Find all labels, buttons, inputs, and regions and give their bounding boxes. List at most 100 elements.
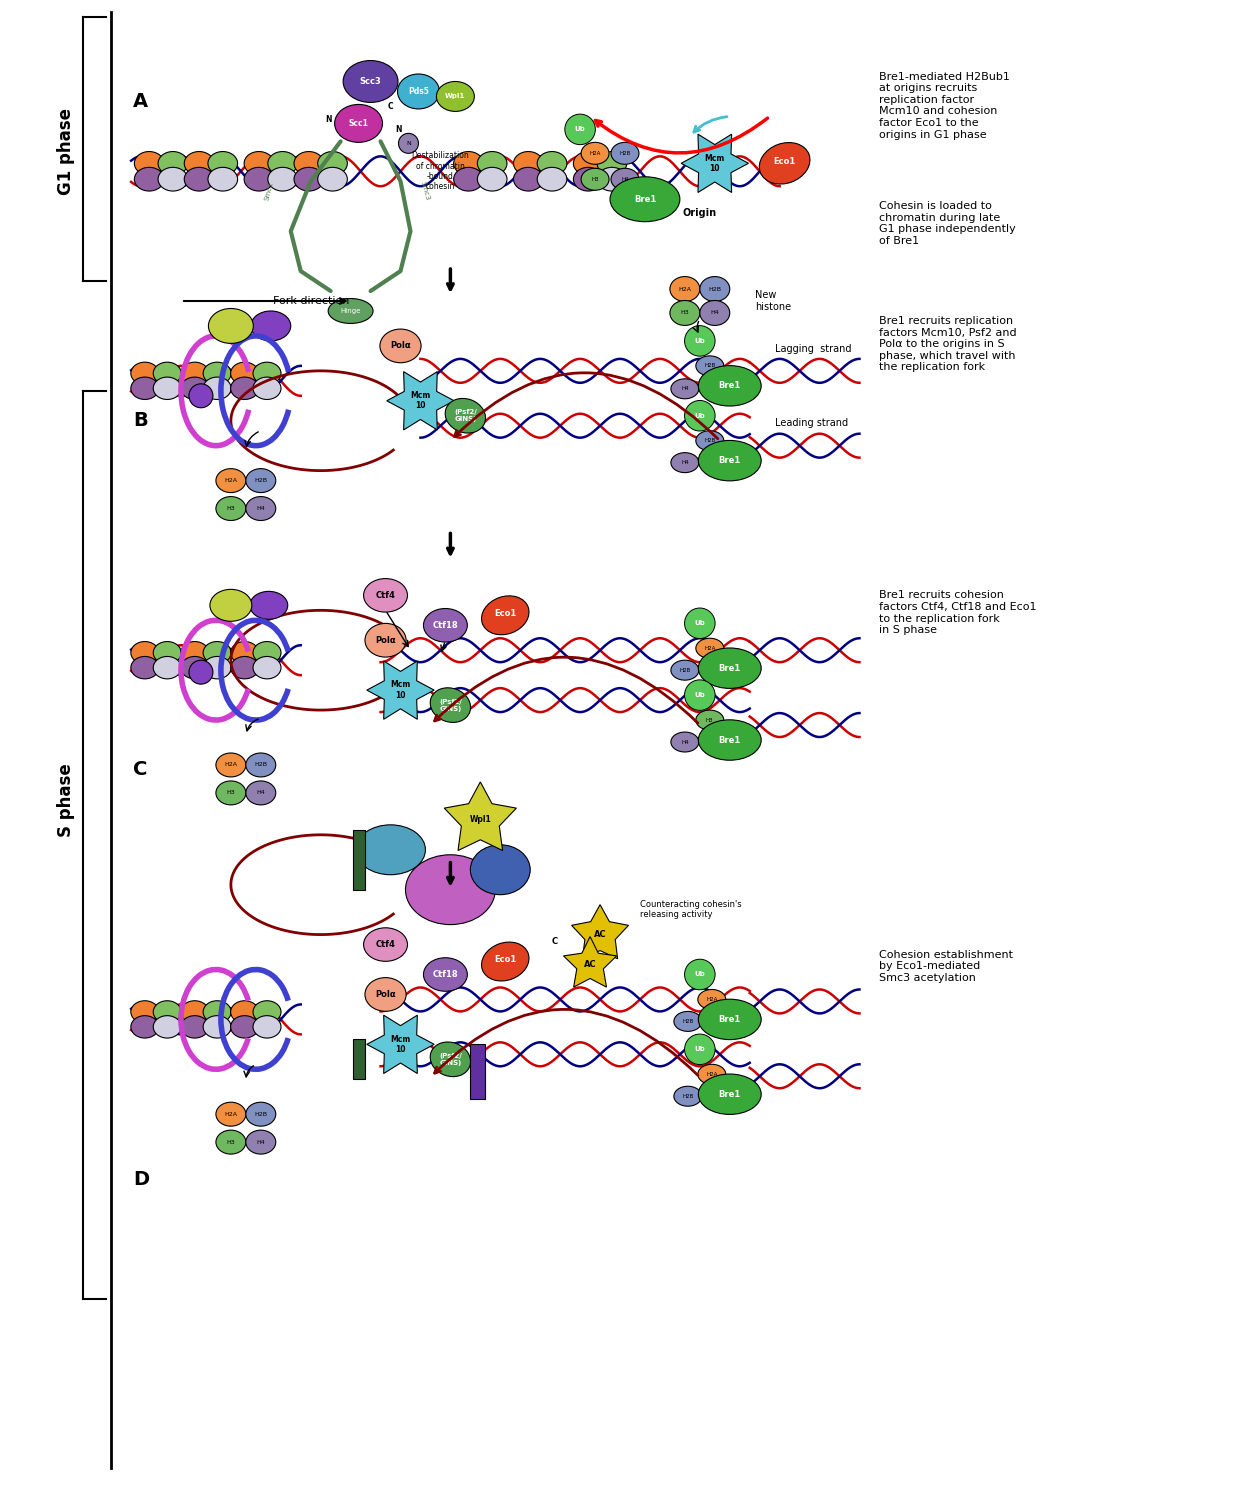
Ellipse shape <box>423 957 467 992</box>
Text: Fork direction: Fork direction <box>272 296 349 306</box>
Text: Bre1: Bre1 <box>719 456 741 465</box>
Ellipse shape <box>597 152 626 176</box>
Text: H2A: H2A <box>589 152 600 156</box>
Ellipse shape <box>406 855 495 924</box>
Ellipse shape <box>454 152 483 176</box>
Text: Ub: Ub <box>694 338 705 344</box>
Circle shape <box>398 134 418 153</box>
Text: Scc3: Scc3 <box>359 76 382 86</box>
Text: Smc3: Smc3 <box>421 182 431 201</box>
Ellipse shape <box>612 168 639 190</box>
Ellipse shape <box>268 168 297 190</box>
Ellipse shape <box>203 376 231 399</box>
Ellipse shape <box>482 942 529 981</box>
Ellipse shape <box>181 642 208 664</box>
Ellipse shape <box>246 468 276 492</box>
Text: H3: H3 <box>226 1140 236 1144</box>
Text: H3: H3 <box>680 310 689 315</box>
Bar <box>353 1040 364 1080</box>
Text: H4: H4 <box>256 1140 265 1144</box>
Text: H2A: H2A <box>704 645 715 651</box>
Text: Ctf18: Ctf18 <box>433 621 458 630</box>
Text: Bre1: Bre1 <box>719 735 741 744</box>
Ellipse shape <box>537 152 567 176</box>
Text: H2A: H2A <box>225 762 237 768</box>
Ellipse shape <box>231 1000 258 1023</box>
Ellipse shape <box>437 81 474 111</box>
Text: AC: AC <box>594 930 607 939</box>
Ellipse shape <box>203 362 231 384</box>
Ellipse shape <box>513 152 543 176</box>
Ellipse shape <box>131 1000 158 1023</box>
Circle shape <box>685 326 715 356</box>
Ellipse shape <box>251 310 291 340</box>
Ellipse shape <box>318 152 347 176</box>
Ellipse shape <box>671 453 699 472</box>
Text: Ctf18: Ctf18 <box>433 970 458 980</box>
Ellipse shape <box>208 152 237 176</box>
Polygon shape <box>387 372 454 430</box>
Ellipse shape <box>431 688 470 723</box>
Polygon shape <box>564 936 617 987</box>
Ellipse shape <box>513 168 543 190</box>
Ellipse shape <box>699 999 761 1039</box>
Ellipse shape <box>253 1016 281 1038</box>
Ellipse shape <box>246 753 276 777</box>
Text: Cohesion establishment
by Eco1-mediated
Smc3 acetylation: Cohesion establishment by Eco1-mediated … <box>880 950 1013 982</box>
Ellipse shape <box>674 1086 701 1106</box>
Ellipse shape <box>364 978 406 1011</box>
Ellipse shape <box>245 152 273 176</box>
Ellipse shape <box>253 362 281 384</box>
Text: Ctf4: Ctf4 <box>376 591 396 600</box>
Ellipse shape <box>696 710 724 730</box>
Text: Mcm
10: Mcm 10 <box>391 681 411 700</box>
Ellipse shape <box>131 657 158 680</box>
Ellipse shape <box>246 1102 276 1126</box>
Polygon shape <box>681 134 749 192</box>
Ellipse shape <box>231 657 258 680</box>
Text: Bre1: Bre1 <box>719 1089 741 1098</box>
Text: Ub: Ub <box>694 621 705 627</box>
Text: A: A <box>134 92 149 111</box>
Text: C: C <box>552 938 558 946</box>
Ellipse shape <box>363 579 408 612</box>
Circle shape <box>188 384 213 408</box>
Ellipse shape <box>334 105 383 142</box>
Ellipse shape <box>698 990 726 1010</box>
Ellipse shape <box>612 142 639 165</box>
Ellipse shape <box>131 1016 158 1038</box>
Text: H4: H4 <box>622 177 629 182</box>
Text: H4: H4 <box>256 506 265 512</box>
Text: C: C <box>134 760 147 780</box>
Text: (Psf2/
GINS): (Psf2/ GINS) <box>439 1053 462 1066</box>
Ellipse shape <box>423 609 467 642</box>
Ellipse shape <box>203 1016 231 1038</box>
Text: N: N <box>326 116 332 124</box>
Text: (Psf2/
GINS): (Psf2/ GINS) <box>439 699 462 711</box>
Ellipse shape <box>446 399 485 433</box>
Text: Cohesin is loaded to
chromatin during late
G1 phase independently
of Bre1: Cohesin is loaded to chromatin during la… <box>880 201 1016 246</box>
Ellipse shape <box>253 1000 281 1023</box>
Ellipse shape <box>699 366 761 407</box>
Text: Destabilization
of chromatin
-bound
cohesin: Destabilization of chromatin -bound cohe… <box>412 152 469 192</box>
Text: Bre1: Bre1 <box>719 381 741 390</box>
Ellipse shape <box>318 168 347 190</box>
Ellipse shape <box>364 624 406 657</box>
Text: H2A: H2A <box>225 1112 237 1116</box>
Text: Ub: Ub <box>694 972 705 978</box>
Ellipse shape <box>185 168 213 190</box>
Ellipse shape <box>231 642 258 664</box>
Ellipse shape <box>253 642 281 664</box>
Ellipse shape <box>295 152 323 176</box>
Ellipse shape <box>181 1016 208 1038</box>
Ellipse shape <box>477 168 507 190</box>
Ellipse shape <box>398 74 439 110</box>
Text: Eco1: Eco1 <box>494 609 517 618</box>
Text: Bre1: Bre1 <box>634 195 656 204</box>
Ellipse shape <box>208 168 237 190</box>
Ellipse shape <box>379 328 421 363</box>
Text: Bre1: Bre1 <box>719 663 741 672</box>
Text: Hinge: Hinge <box>341 308 361 314</box>
Ellipse shape <box>328 298 373 324</box>
Polygon shape <box>572 904 629 958</box>
